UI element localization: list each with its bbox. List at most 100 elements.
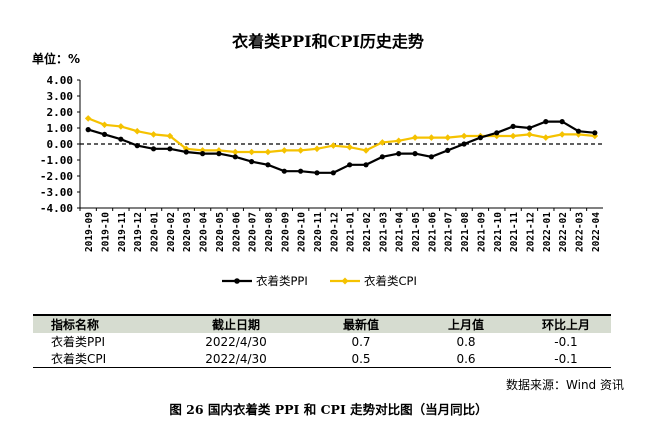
x-tick-label: 2022-04: [591, 212, 602, 252]
legend: 衣着类PPI 衣着类CPI: [222, 274, 417, 288]
data-point: [85, 127, 91, 133]
data-point: [591, 132, 599, 140]
x-tick-label: 2021-07: [444, 212, 455, 252]
data-point: [509, 132, 517, 140]
data-point: [526, 125, 533, 131]
x-tick-label: 2019-10: [101, 212, 112, 252]
data-point: [543, 119, 549, 125]
data-point: [264, 148, 272, 156]
line-chart: 衣着类PPI和CPI历史走势 单位：% 4.00 3.00 2.00 1.00 0.00…: [32, 32, 603, 288]
data-point: [592, 130, 598, 136]
data-point: [412, 151, 418, 157]
data-point: [428, 154, 434, 160]
x-tick-label: 2020-09: [280, 212, 291, 252]
data-point: [216, 151, 222, 157]
data-point: [477, 135, 484, 141]
y-tick-label: 0.00: [47, 138, 74, 151]
y-tick-labels: 4.00 3.00 2.00 1.00 0.00 -1.00 -2.00 -3.00 -4.00: [40, 74, 73, 215]
x-tick-label: 2020-01: [150, 212, 161, 252]
x-tick-label: 2020-12: [329, 212, 340, 252]
x-tick-label: 2021-08: [460, 212, 471, 252]
data-point: [411, 134, 419, 141]
legend-label: 衣着类CPI: [364, 274, 417, 288]
cell-indicator: 衣着类PPI: [51, 335, 106, 349]
x-tick-label: 2019-09: [84, 212, 95, 252]
data-point: [346, 143, 353, 151]
cell-previous: 0.6: [411, 350, 521, 368]
x-tick-label: 2021-06: [427, 212, 438, 252]
data-point: [150, 131, 157, 138]
x-tick-label: 2020-10: [297, 212, 308, 252]
x-tick-label: 2020-11: [313, 212, 324, 252]
data-point: [395, 137, 403, 145]
x-tick-label: 2022-01: [542, 212, 553, 252]
source-note: 数据来源：Wind 资讯: [506, 378, 624, 392]
data-point: [559, 119, 565, 125]
data-point: [166, 132, 174, 140]
data-point: [249, 159, 255, 165]
data-point: [444, 134, 452, 141]
data-point: [363, 162, 369, 168]
data-point: [101, 131, 108, 137]
data-point: [575, 131, 582, 138]
cell-indicator: 衣着类CPI: [33, 350, 161, 368]
y-tick-label: 2.00: [47, 106, 74, 119]
chart-title: 衣着类PPI和CPI历史走势: [232, 32, 424, 51]
summary-table: 指标名称 截止日期 最新值 上月值 环比上月 衣着类PPI 2022/4/30 …: [33, 314, 611, 368]
cell-latest: 0.7: [351, 334, 371, 349]
x-tick-label: 2021-10: [493, 212, 504, 252]
data-point: [298, 168, 304, 174]
x-tick-label: 2021-03: [378, 212, 389, 252]
x-tick-label: 2020-07: [248, 212, 259, 252]
header-date: 截止日期: [161, 314, 311, 333]
series-lines: [84, 115, 599, 176]
table-row: 衣着类CPI 2022/4/30 0.5 0.6 -0.1: [33, 350, 611, 368]
x-tick-label: 2021-09: [476, 212, 487, 252]
legend-label: 衣着类PPI: [256, 274, 308, 288]
data-point: [150, 146, 157, 152]
legend-marker: [234, 278, 240, 284]
x-tick-label: 2021-02: [362, 212, 373, 252]
header-indicator: 指标名称: [33, 314, 161, 333]
data-point: [362, 147, 370, 154]
data-point: [183, 149, 189, 155]
x-tick-label: 2020-06: [231, 212, 242, 252]
x-tick-label: 2019-12: [133, 212, 144, 252]
x-tick-label: 2020-08: [264, 212, 275, 252]
x-tick-label: 2020-04: [199, 212, 210, 252]
data-point: [133, 127, 141, 135]
data-point: [347, 162, 353, 168]
x-tick-label: 2020-02: [166, 212, 177, 252]
data-point: [117, 123, 125, 130]
series-line: [87, 120, 595, 174]
data-point: [231, 148, 239, 156]
data-point: [542, 134, 550, 141]
data-point: [232, 154, 238, 160]
cell-date: 2022/4/30: [205, 334, 267, 349]
table-row: 衣着类PPI 2022/4/30 0.7 0.8 -0.1: [33, 333, 611, 350]
y-tick-label: -1.00: [40, 154, 73, 167]
data-point: [118, 136, 124, 142]
y-tick-label: 1.00: [47, 122, 74, 135]
x-tick-label: 2019-11: [117, 212, 128, 252]
y-tick-label: -2.00: [40, 170, 73, 183]
axes: [77, 79, 603, 211]
data-point: [379, 139, 386, 146]
y-tick-label: -3.00: [40, 186, 73, 199]
cell-date: 2022/4/30: [161, 350, 311, 368]
data-point: [558, 131, 566, 138]
x-tick-label: 2022-03: [574, 212, 585, 252]
data-point: [314, 170, 320, 176]
x-tick-label: 2021-05: [411, 212, 422, 252]
legend-marker: [341, 277, 349, 285]
header-latest: 最新值: [311, 314, 411, 333]
data-point: [428, 134, 435, 141]
cell-latest: 0.5: [311, 350, 411, 368]
header-previous: 上月值: [411, 314, 521, 333]
data-point: [461, 141, 467, 147]
data-point: [248, 148, 255, 156]
x-tick-label: 2021-01: [346, 212, 357, 252]
data-point: [297, 147, 304, 154]
data-point: [460, 132, 468, 140]
x-tick-label: 2021-12: [525, 212, 536, 252]
